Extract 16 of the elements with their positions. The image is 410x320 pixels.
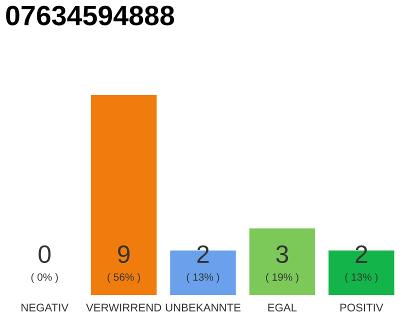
annotation: ( 13% ) [186, 273, 220, 283]
x-tick-label: VERWIRREND [86, 304, 162, 312]
x-tick-label: NEGATIV [22, 304, 69, 312]
annotation: ( 13% ) [345, 273, 378, 283]
annotation: ( 0% ) [31, 273, 58, 283]
annotation: ( 19% ) [266, 273, 298, 283]
x-tick-label: UNBEKANNTE [166, 304, 240, 312]
x-tick-label: EGAL [268, 304, 297, 312]
chart-title: 07634594888 [6, 6, 174, 26]
data-label: 0 [38, 245, 51, 264]
x-tick-label: POSITIV [340, 304, 384, 312]
data-label: 3 [276, 245, 288, 264]
data-label: 2 [356, 245, 368, 263]
data-label: 9 [118, 245, 130, 264]
annotation: ( 56% ) [108, 273, 140, 283]
data-label: 2 [197, 245, 209, 263]
